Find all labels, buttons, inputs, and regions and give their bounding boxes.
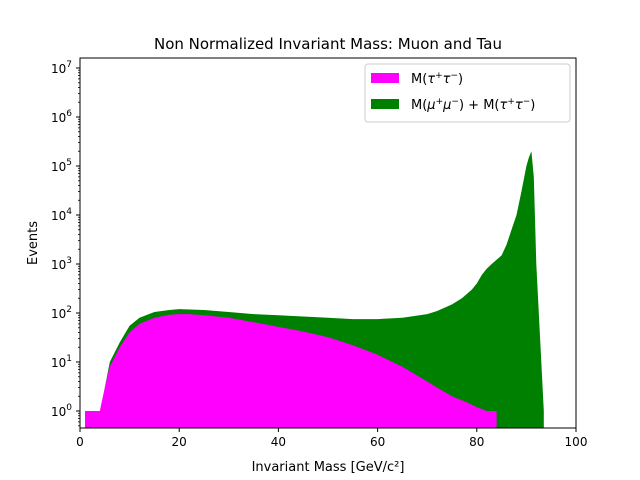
y-axis-label: Events bbox=[26, 221, 41, 265]
x-axis-label: Invariant Mass [GeV/c²] bbox=[252, 460, 405, 475]
y-tick-label: 106 bbox=[51, 109, 72, 125]
plot-area bbox=[85, 151, 544, 429]
legend: M(τ+τ−) M(μ+μ−) + M(τ+τ−) bbox=[364, 63, 571, 123]
y-axis: 100 101 102 103 104 105 106 107 bbox=[51, 60, 80, 427]
y-tick-label: 103 bbox=[51, 256, 72, 272]
y-tick-label: 107 bbox=[51, 60, 72, 76]
x-tick-label: 40 bbox=[271, 435, 286, 449]
y-tick-label: 102 bbox=[51, 305, 72, 321]
y-tick-label: 100 bbox=[51, 403, 72, 419]
axes-frame bbox=[79, 57, 577, 429]
legend-label-mu-tau: M(μ+μ−) + M(τ+τ−) bbox=[411, 97, 535, 113]
x-tick-label: 60 bbox=[370, 435, 385, 449]
legend-swatch-tau bbox=[371, 73, 399, 83]
legend-swatch-mu-tau bbox=[371, 99, 399, 109]
x-axis: 0 20 40 60 80 100 bbox=[76, 428, 587, 449]
chart-title: Non Normalized Invariant Mass: Muon and … bbox=[154, 35, 502, 53]
x-tick-label: 20 bbox=[172, 435, 187, 449]
y-tick-label: 105 bbox=[51, 158, 72, 174]
series-area-0 bbox=[85, 314, 497, 428]
x-tick-label: 100 bbox=[565, 435, 588, 449]
x-tick-label: 0 bbox=[76, 435, 84, 449]
y-tick-label: 104 bbox=[51, 207, 72, 223]
y-tick-label: 101 bbox=[51, 354, 72, 370]
x-tick-label: 80 bbox=[469, 435, 484, 449]
legend-box bbox=[364, 63, 571, 123]
series-layer bbox=[85, 151, 544, 429]
legend-label-tau: M(τ+τ−) bbox=[411, 71, 463, 87]
